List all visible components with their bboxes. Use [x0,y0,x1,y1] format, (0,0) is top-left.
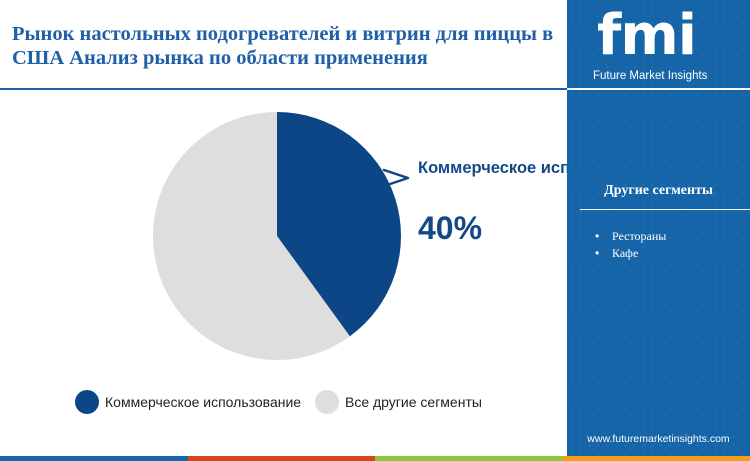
bottom-bar-segment [375,456,563,461]
pie-slice-commercial [277,112,402,337]
segment-label: Рестораны [612,229,667,243]
legend-swatch-commercial [75,390,99,414]
legend-label-commercial: Коммерческое использование [105,394,302,410]
bottom-bar-segment [187,456,375,461]
segments-title: Другие сегменты [604,183,713,198]
segments-list: • Рестораны • Кафе [567,229,750,263]
segment-label: Кафе [612,246,639,260]
callout-value: 40% [418,210,483,246]
pie-chart [153,112,410,360]
bullet-icon: • [595,229,600,243]
bottom-color-bar [0,456,750,461]
callout-arrow-icon [382,168,410,188]
list-item: • Кафе [567,246,750,263]
title-divider [0,88,567,90]
sidebar: fmi Future Market Insights Другие сегмен… [567,0,750,461]
legend-swatch-other [315,390,339,414]
bullet-icon: • [595,246,600,260]
legend-label-other: Все другие сегменты [345,394,482,410]
bottom-bar-segment [0,456,188,461]
page-title: Рынок настольных подогревателей и витрин… [12,23,554,69]
list-item: • Рестораны [567,229,750,246]
website-link[interactable]: www.futuremarketinsights.com [587,433,730,445]
logo-subtitle: Future Market Insights [593,70,708,82]
fmi-logo: fmi [597,3,697,68]
segments-divider [580,209,750,210]
pie-slice-other [153,112,350,360]
sidebar-divider [567,88,750,90]
bottom-bar-segment [562,456,750,461]
